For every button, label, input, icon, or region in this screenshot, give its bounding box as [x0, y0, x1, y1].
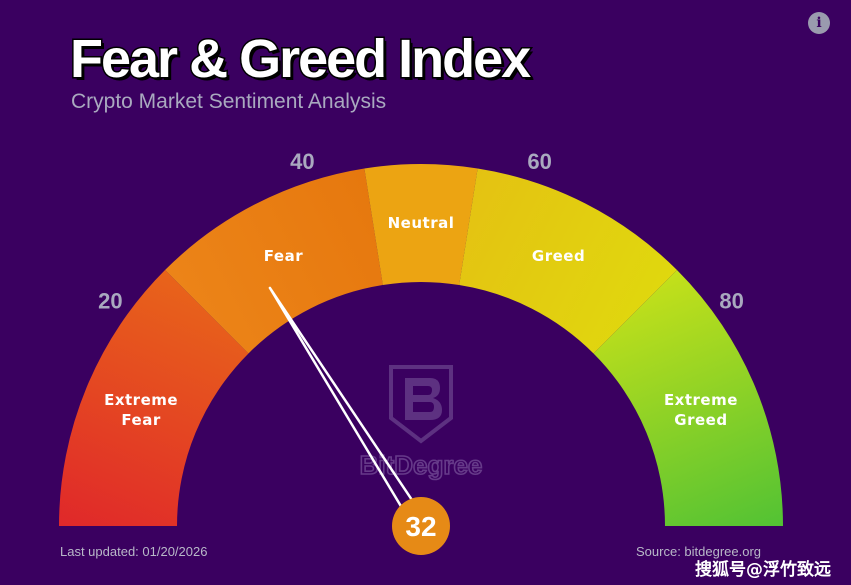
gauge-segment-labels: Extreme Fear Fear Neutral Greed Extreme Greed [104, 214, 738, 429]
bitdegree-b-glyph [405, 378, 442, 420]
bitdegree-shield-icon [389, 365, 453, 444]
gauge-segment-neutral [364, 164, 478, 286]
tick-label-40: 40 [290, 149, 314, 174]
segment-label-extreme-greed: Extreme Greed [664, 391, 738, 429]
gauge-tick-labels: 20 40 60 80 [98, 149, 744, 313]
tick-label-20: 20 [98, 288, 122, 313]
segment-label-fear: Fear [264, 247, 303, 265]
value-bubble [392, 497, 450, 555]
gauge-segment-greed [459, 168, 677, 354]
info-icon[interactable]: i [808, 12, 830, 34]
page-title: Fear & Greed Index [68, 28, 532, 91]
gauge-needle: 32 [268, 286, 450, 555]
needle-pointer [268, 286, 429, 532]
tick-label-80: 80 [719, 288, 743, 313]
value-label: 32 [405, 511, 436, 542]
watermark: 搜狐号@浮竹致远 [695, 560, 831, 580]
last-updated: Last updated: 01/20/2026 [60, 544, 208, 559]
bitdegree-wordmark: BitDegree [360, 450, 483, 480]
gauge-segment-fear [165, 168, 383, 354]
segment-label-neutral: Neutral [388, 214, 455, 232]
gauge-segments [59, 164, 783, 526]
tick-label-60: 60 [527, 149, 551, 174]
gauge-segment-extreme-greed [593, 270, 783, 526]
gauge-segment-extreme-fear [59, 270, 249, 526]
source-credit: Source: bitdegree.org [636, 544, 762, 559]
page-subtitle: Crypto Market Sentiment Analysis [71, 90, 387, 113]
segment-label-greed: Greed [532, 247, 585, 265]
segment-label-extreme-fear: Extreme Fear [104, 391, 178, 429]
bitdegree-logo: BitDegree [359, 365, 483, 481]
